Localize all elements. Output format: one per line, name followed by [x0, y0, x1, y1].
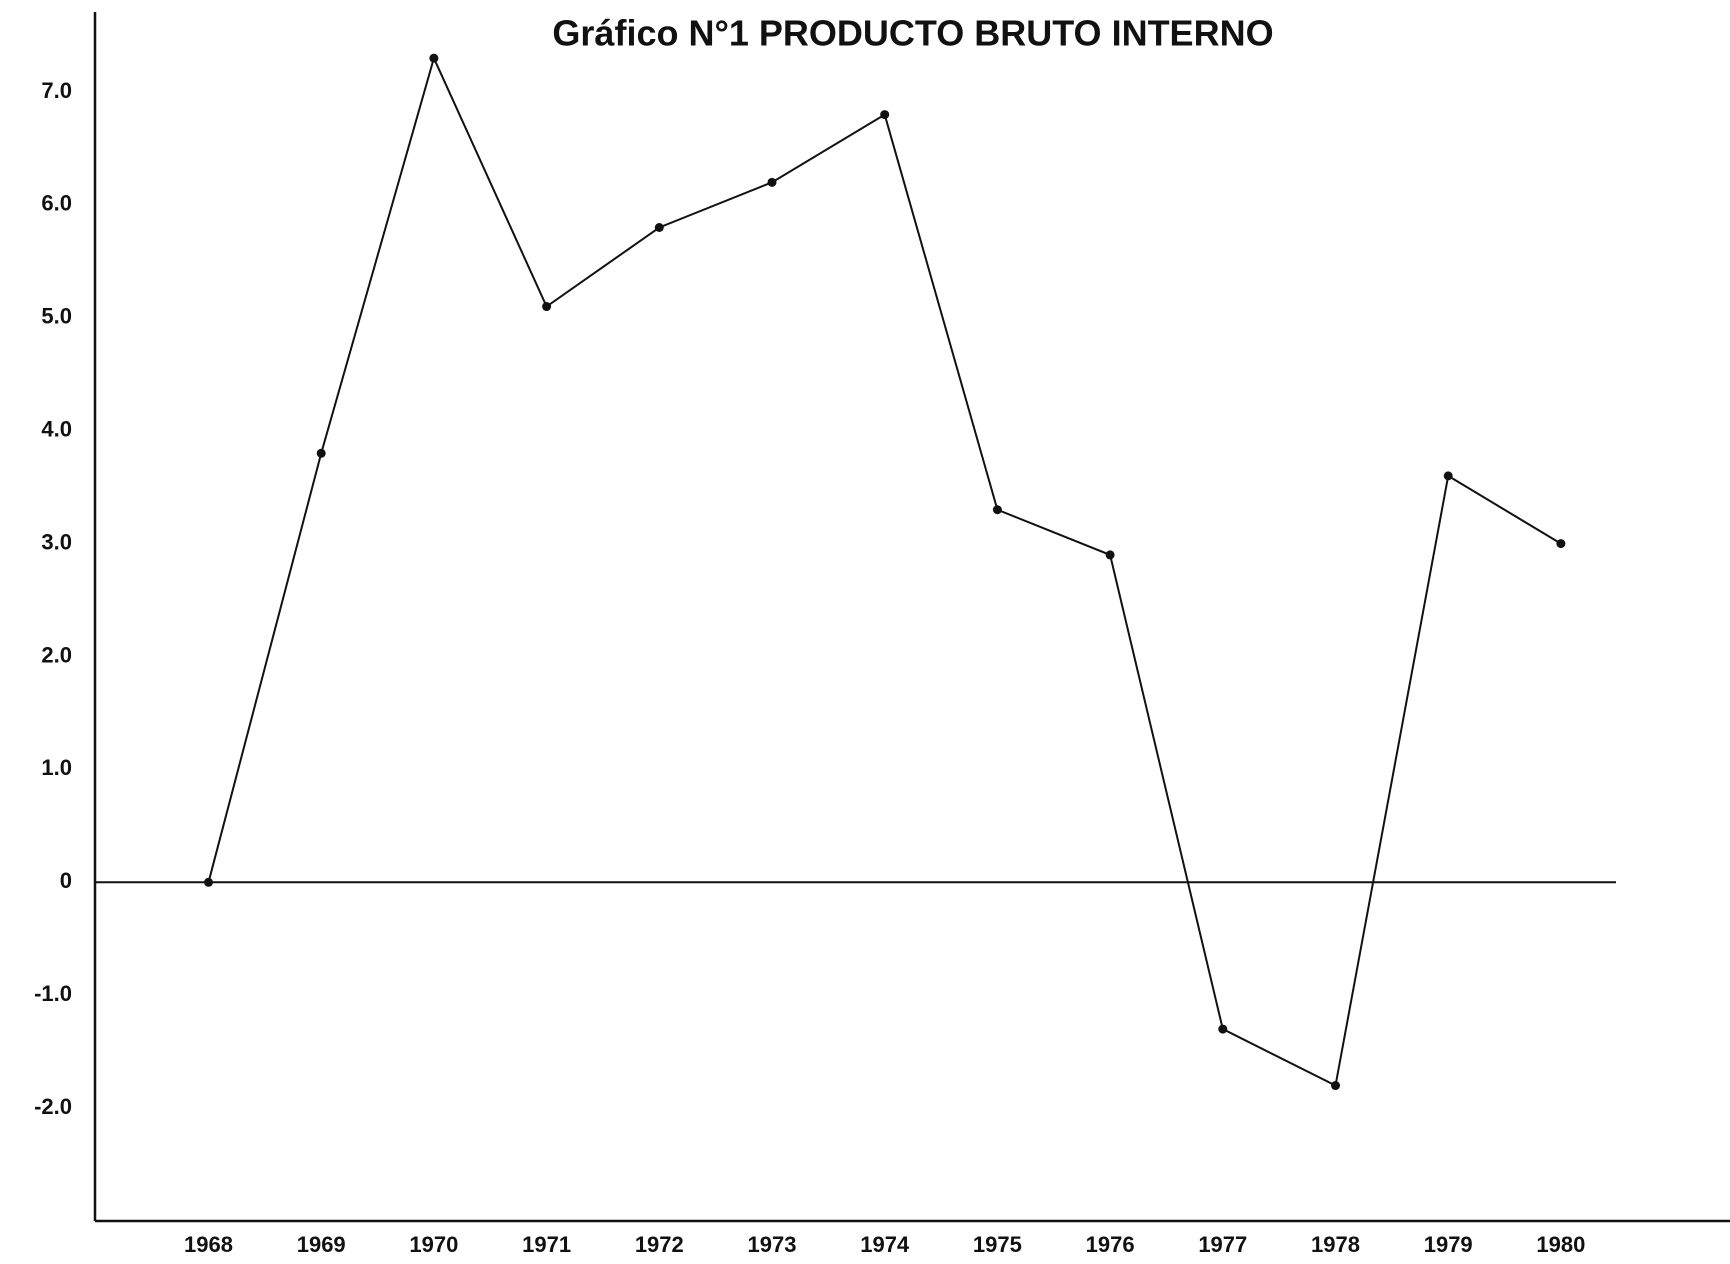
x-tick-label: 1980 [1536, 1232, 1585, 1257]
point [1105, 550, 1115, 560]
point [992, 505, 1002, 515]
point [429, 53, 439, 63]
x-tick-label: 1977 [1198, 1232, 1247, 1257]
point [316, 448, 326, 458]
x-tick-label: 1970 [409, 1232, 458, 1257]
point [654, 223, 664, 233]
y-tick-label: 6.0 [41, 191, 72, 216]
x-tick-label: 1969 [297, 1232, 346, 1257]
x-tick-label: 1978 [1311, 1232, 1360, 1257]
y-tick-label: 7.0 [41, 78, 72, 103]
x-tick-label: 1972 [635, 1232, 684, 1257]
y-tick-label: 0 [60, 868, 72, 893]
y-tick-label: 1.0 [41, 755, 72, 780]
point [204, 877, 213, 887]
point [1443, 471, 1453, 481]
x-tick-label: 1974 [860, 1232, 910, 1257]
line [207, 55, 1562, 1088]
y-tick-label: 5.0 [41, 304, 72, 329]
point [1556, 539, 1566, 549]
chart-title: Gráfico N°1 PRODUCTO BRUTO INTERNO [552, 13, 1273, 54]
x-tick-label: 1973 [748, 1232, 797, 1257]
x-tick-label: 1971 [522, 1232, 571, 1257]
x-tick-label: 1976 [1086, 1232, 1135, 1257]
x-tick-label: 1979 [1424, 1232, 1473, 1257]
x-tick-label: 1968 [184, 1232, 233, 1257]
y-tick-label: -2.0 [34, 1094, 72, 1119]
y-tick-label: 4.0 [41, 417, 72, 442]
point [1331, 1081, 1340, 1091]
point [1218, 1024, 1228, 1034]
y-tick-label: -1.0 [34, 981, 72, 1006]
point [542, 302, 552, 312]
point [767, 177, 777, 187]
y-tick-label: 2.0 [41, 642, 72, 667]
y-tick-label: 3.0 [41, 529, 72, 554]
x-tick-label: 1975 [973, 1232, 1022, 1257]
point [880, 110, 890, 120]
